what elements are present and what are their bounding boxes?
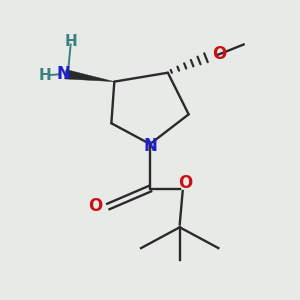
Text: O: O: [212, 45, 227, 63]
Text: O: O: [178, 174, 192, 192]
Text: N: N: [143, 136, 157, 154]
Text: H: H: [65, 34, 78, 49]
Text: O: O: [88, 196, 102, 214]
Text: H: H: [39, 68, 52, 83]
Polygon shape: [64, 70, 114, 82]
Text: N: N: [57, 65, 71, 83]
